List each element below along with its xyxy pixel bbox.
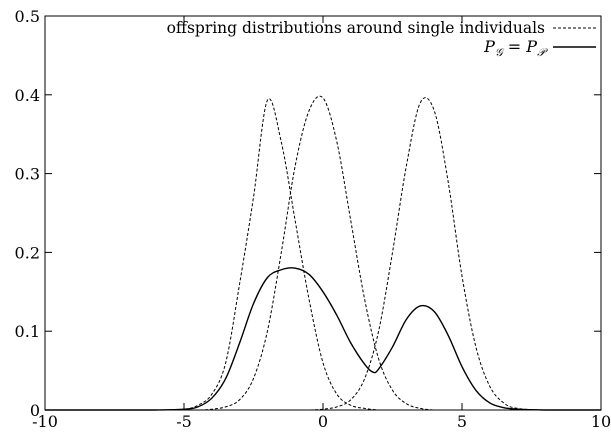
y-tick-label: 0.2 — [15, 243, 40, 262]
legend-label-offspring: offspring distributions around single in… — [167, 19, 545, 37]
legend-math-rhs: P — [525, 37, 537, 56]
plot-frame — [44, 15, 602, 411]
y-tick-label: 0.5 — [15, 7, 40, 26]
series-line-offspring-1 — [45, 98, 601, 411]
legend-math-lhs: P — [483, 37, 495, 56]
x-tick-label: -10 — [32, 412, 58, 431]
axis-ticks: -10 -5 0 5 10 0 0.1 0.2 0.3 0.4 0.5 — [15, 7, 611, 431]
legend-math-rhs-sub: 𝒫 — [537, 46, 548, 59]
legend-math-lhs-sub: 𝒢 — [495, 46, 505, 59]
y-tick-label: 0.4 — [15, 86, 40, 105]
series-group — [45, 95, 601, 411]
legend-label-pg-equals-pp: P𝒢 = P𝒫 — [483, 37, 548, 59]
y-tick-label: 0 — [30, 401, 40, 420]
x-tick-label: 10 — [591, 412, 611, 431]
x-tick-label: 5 — [457, 412, 467, 431]
series-line-pg-equals-pp — [45, 267, 601, 411]
x-tick-label: -5 — [176, 412, 192, 431]
legend-math-eq: = — [503, 37, 527, 56]
series-line-offspring-2 — [45, 95, 601, 411]
x-tick-label: 0 — [318, 412, 328, 431]
y-tick-label: 0.1 — [15, 322, 40, 341]
legend: offspring distributions around single in… — [167, 19, 596, 59]
y-tick-label: 0.3 — [15, 165, 40, 184]
